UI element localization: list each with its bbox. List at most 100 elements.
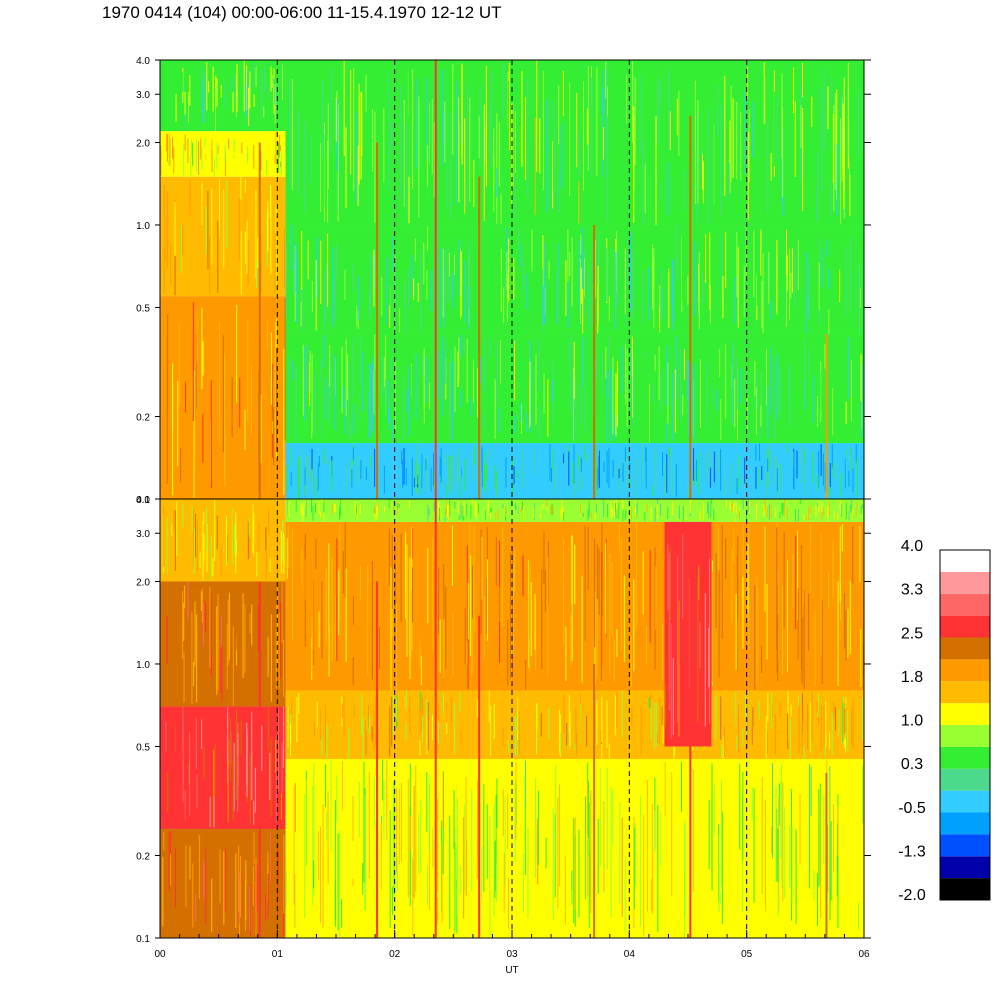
- spectrogram-texture: [421, 454, 423, 489]
- spectrogram-texture: [438, 350, 440, 399]
- spectrogram-texture: [833, 511, 835, 520]
- spectrogram-texture: [306, 344, 308, 391]
- spectrogram-texture: [254, 132, 256, 165]
- spectrogram-texture: [787, 444, 789, 454]
- spectrogram-texture: [445, 484, 447, 498]
- spectrogram-texture: [301, 231, 303, 290]
- spectrogram-texture: [218, 321, 220, 443]
- spectrogram-texture: [549, 443, 551, 481]
- spectrogram-texture: [389, 810, 391, 928]
- spectrogram-texture: [336, 775, 338, 824]
- spectrogram-texture: [189, 179, 191, 216]
- spectrogram-texture: [205, 205, 207, 255]
- spectrogram-texture: [464, 607, 466, 665]
- spectrogram-texture: [392, 418, 394, 441]
- spectrogram-texture: [639, 76, 641, 157]
- spectrogram-texture: [279, 134, 281, 158]
- spectrogram-texture: [579, 458, 581, 492]
- spectrogram-texture: [426, 270, 428, 300]
- spectrogram-texture: [235, 512, 237, 573]
- spectrogram-texture: [500, 340, 502, 384]
- spectrogram-texture: [817, 474, 819, 491]
- spectrogram-texture: [386, 760, 388, 841]
- spectrogram-texture: [391, 534, 393, 609]
- spectrogram-texture: [464, 458, 466, 492]
- spectrogram-texture: [270, 832, 272, 883]
- spectrogram-texture: [572, 367, 574, 441]
- spectrogram-texture: [325, 377, 327, 420]
- spectrogram-texture: [451, 506, 453, 512]
- spectrogram-texture: [845, 401, 847, 424]
- spectrogram-texture: [498, 698, 500, 716]
- spectrogram-texture: [405, 467, 407, 486]
- spectrogram-texture: [241, 142, 243, 154]
- spectrogram-texture: [635, 500, 637, 505]
- spectrogram-texture: [301, 847, 303, 919]
- spectrogram-texture: [615, 373, 617, 436]
- spectrogram-texture: [660, 811, 662, 866]
- spectrogram-texture: [481, 846, 483, 901]
- spectrogram-texture: [491, 95, 493, 141]
- spectrogram-texture: [806, 111, 808, 219]
- spectrogram-texture: [336, 505, 338, 520]
- spectrogram-texture: [441, 843, 443, 923]
- spectrogram-texture: [205, 847, 207, 926]
- spectrogram-texture: [706, 361, 708, 428]
- spectrogram-texture: [845, 246, 847, 318]
- spectrogram-texture: [193, 528, 195, 574]
- spectrogram-texture: [529, 524, 531, 637]
- spectrogram-texture: [184, 91, 186, 115]
- spectrogram-texture: [251, 711, 253, 801]
- spectrogram-texture: [598, 547, 600, 615]
- spectrogram-texture: [858, 90, 860, 157]
- spectrogram-texture: [848, 470, 850, 487]
- spectrogram-texture: [652, 244, 654, 309]
- spectrogram-texture: [615, 499, 617, 516]
- spectrogram-texture: [423, 242, 425, 285]
- spectrogram-texture: [359, 565, 361, 601]
- spectrogram-texture: [616, 467, 618, 478]
- spectrogram-texture: [398, 788, 400, 865]
- spectrogram-texture: [722, 736, 724, 759]
- spectrogram-texture: [444, 101, 446, 163]
- spectrogram-texture: [274, 84, 276, 125]
- spectrogram-texture: [486, 804, 488, 879]
- spectrogram-texture: [193, 91, 195, 107]
- spectrogram-texture: [750, 387, 752, 443]
- spectrogram-texture: [703, 372, 705, 407]
- spectrogram-texture: [612, 789, 614, 845]
- spectrogram-texture: [791, 825, 793, 905]
- spectrogram-texture: [308, 362, 310, 406]
- spectrogram-texture: [388, 528, 390, 587]
- spectrogram-texture: [459, 476, 461, 497]
- spectrogram-texture: [204, 69, 206, 123]
- spectrogram-texture: [763, 504, 765, 517]
- spectrogram-texture: [748, 377, 750, 434]
- spectrogram-texture: [653, 385, 655, 402]
- spectrogram-texture: [238, 198, 240, 261]
- spectrogram-texture: [440, 511, 442, 520]
- spectrogram-texture: [267, 201, 269, 252]
- spectrogram-texture: [272, 368, 274, 422]
- spectrogram-texture: [613, 690, 615, 724]
- spectrogram-texture: [460, 729, 462, 744]
- spectrogram-texture: [267, 66, 269, 105]
- spectrogram-texture: [194, 601, 196, 667]
- spectrogram-texture: [730, 85, 732, 182]
- spectrogram-texture: [381, 276, 383, 316]
- spectrogram-texture: [586, 715, 588, 747]
- x-tick-label: 06: [858, 949, 870, 960]
- spectrogram-texture: [406, 690, 408, 710]
- spectrogram-texture: [327, 233, 329, 307]
- spectrogram-texture: [829, 766, 831, 896]
- spectrogram-texture: [768, 504, 770, 521]
- spectrogram-texture: [783, 455, 785, 491]
- spectrogram-texture: [606, 700, 608, 749]
- spectrogram-texture: [419, 464, 421, 494]
- spectrogram-texture: [617, 278, 619, 320]
- spectrogram-texture: [495, 863, 497, 902]
- spectrogram-texture: [816, 701, 818, 713]
- spectrogram-texture: [612, 356, 614, 435]
- spectrogram-texture: [212, 557, 214, 577]
- spectrogram-texture: [803, 513, 805, 520]
